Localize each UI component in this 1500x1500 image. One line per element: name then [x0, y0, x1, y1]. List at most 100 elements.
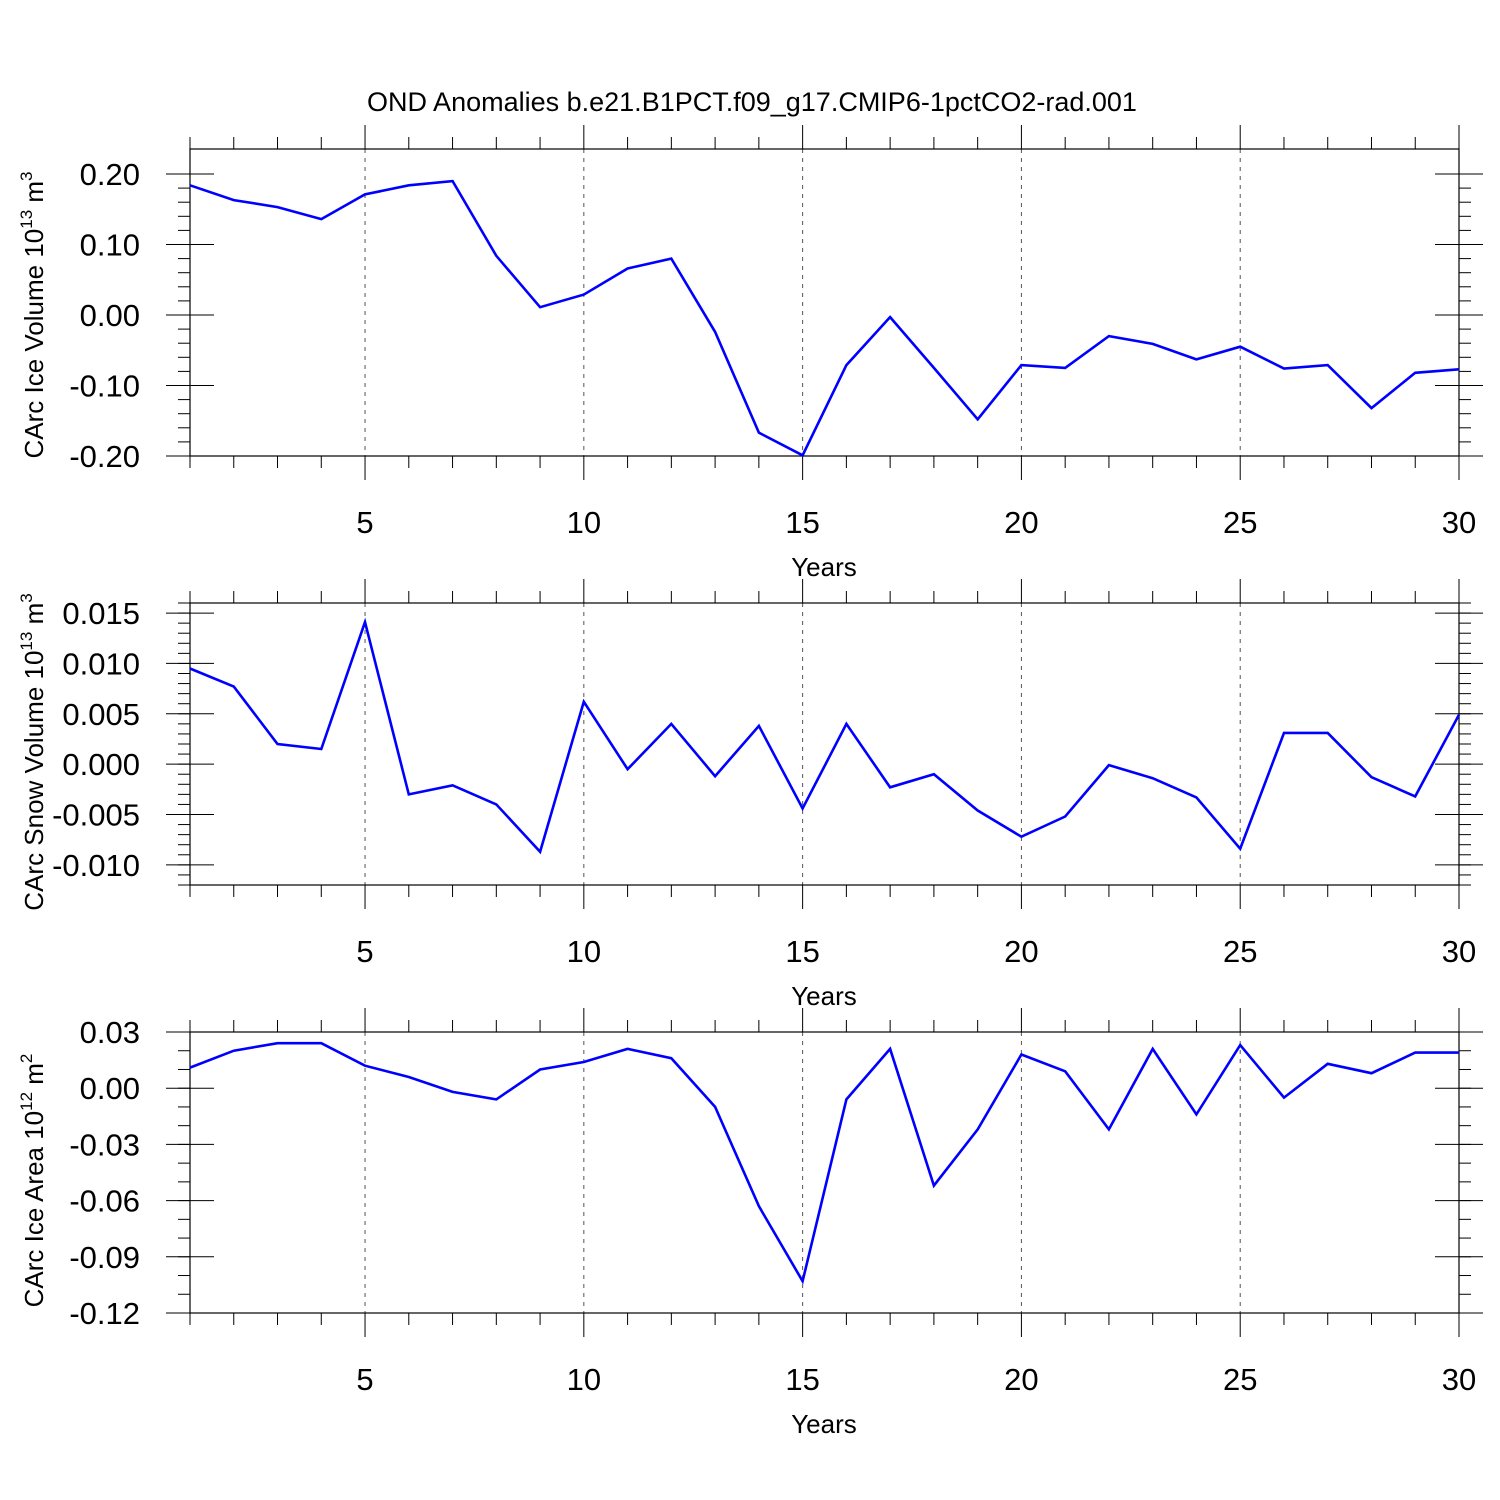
data-point: [1456, 1050, 1462, 1056]
data-point: [843, 721, 849, 727]
x-tick-label: 20: [1004, 1362, 1038, 1397]
y-tick-label: 0.00: [80, 298, 140, 333]
data-point: [668, 1055, 674, 1061]
panel-ice-volume: 5 10 15 20 25 30 Years -0.20 -0.10 0.00 0.10 0.20 CA…: [17, 125, 1483, 582]
x-axis-label: Years: [791, 552, 857, 582]
x-tick-label: 25: [1223, 505, 1257, 540]
data-point: [625, 1046, 631, 1052]
x-tick-label: 30: [1442, 1362, 1476, 1397]
y-tick-label: 0.20: [80, 157, 140, 192]
x-tick-label: 25: [1223, 934, 1257, 969]
data-point: [1325, 730, 1331, 736]
series-line: [189, 179, 1460, 458]
data-point: [1018, 1051, 1024, 1057]
data-point: [1106, 333, 1112, 339]
x-tick-label: 30: [1442, 934, 1476, 969]
data-point: [1062, 814, 1068, 820]
data-point: [537, 304, 543, 310]
data-point: [1106, 1126, 1112, 1132]
x-tick-label: 15: [785, 934, 819, 969]
y-axis-label: CArc Snow Volume 1013 m3: [17, 593, 49, 910]
data-point: [1193, 356, 1199, 362]
y-axis-label: CArc Ice Volume 1013 m3: [17, 171, 49, 458]
x-tick-label: 10: [567, 1362, 601, 1397]
data-point: [1193, 794, 1199, 800]
data-point: [406, 1074, 412, 1080]
y-tick-label: 0.005: [62, 697, 140, 732]
y-tick-label: -0.20: [69, 439, 140, 474]
y-axis-label-superscript: 2: [17, 1054, 36, 1063]
data-point: [1281, 366, 1287, 372]
data-point: [1456, 712, 1462, 718]
data-point: [1325, 1061, 1331, 1067]
y-axis-label-text: m: [19, 181, 49, 210]
y-axis-label: CArc Ice Area 1012 m2: [17, 1054, 49, 1308]
data-point: [231, 1048, 237, 1054]
y-axis-label-text: CArc Ice Area 10: [19, 1111, 49, 1308]
data-point: [362, 1063, 368, 1069]
data-point: [668, 256, 674, 262]
data-point: [712, 773, 718, 779]
data-point: [843, 1096, 849, 1102]
data-point: [625, 766, 631, 772]
data-point: [1412, 370, 1418, 376]
y-tick-label: -0.12: [69, 1296, 140, 1331]
data-point: [1368, 774, 1374, 780]
chart-title: OND Anomalies b.e21.B1PCT.f09_g17.CMIP6-…: [367, 87, 1137, 117]
data-point: [537, 849, 543, 855]
y-tick-label: 0.010: [62, 646, 140, 681]
data-point: [1325, 362, 1331, 368]
data-point: [493, 801, 499, 807]
x-tick-label: 10: [567, 505, 601, 540]
data-point: [800, 805, 806, 811]
y-axis-label-superscript: 13: [17, 210, 36, 229]
data-point: [275, 204, 281, 210]
data-point: [318, 216, 324, 222]
data-point: [187, 1065, 193, 1071]
y-axis-label-superscript: 3: [17, 171, 36, 180]
data-point: [1237, 344, 1243, 350]
y-axis-label-superscript: 12: [17, 1092, 36, 1111]
data-point: [1062, 365, 1068, 371]
data-point: [537, 1066, 543, 1072]
data-point: [1106, 762, 1112, 768]
data-point: [1281, 730, 1287, 736]
x-axis-label: Years: [791, 981, 857, 1011]
data-point: [712, 329, 718, 335]
data-point: [187, 182, 193, 188]
y-axis-label-superscript: 3: [17, 593, 36, 602]
data-point: [581, 1059, 587, 1065]
data-point: [581, 699, 587, 705]
y-tick-label: -0.10: [69, 369, 140, 404]
x-tick-label: 20: [1004, 505, 1038, 540]
panel-snow-volume: 5 10 15 20 25 30 Years -0.010 -0.005 0.000 0.005 0.…: [17, 579, 1483, 1011]
data-point: [187, 665, 193, 671]
data-point: [975, 1126, 981, 1132]
x-tick-label: 15: [785, 1362, 819, 1397]
data-point: [1062, 1068, 1068, 1074]
data-point: [712, 1104, 718, 1110]
data-point: [800, 452, 806, 458]
y-tick-label: 0.00: [80, 1071, 140, 1106]
data-point: [1281, 1095, 1287, 1101]
data-point: [318, 746, 324, 752]
x-tick-label: 30: [1442, 505, 1476, 540]
x-tick-label: 20: [1004, 934, 1038, 969]
data-point: [275, 741, 281, 747]
data-point: [931, 771, 937, 777]
data-point: [493, 253, 499, 259]
data-point: [406, 182, 412, 188]
y-axis-label-text: CArc Snow Volume 10: [19, 651, 49, 911]
y-tick-label: 0.000: [62, 747, 140, 782]
data-point: [1368, 1070, 1374, 1076]
x-tick-label: 15: [785, 505, 819, 540]
data-point: [581, 292, 587, 298]
data-point: [931, 1183, 937, 1189]
data-point: [843, 362, 849, 368]
plot-frame: [189, 602, 1460, 886]
y-tick-label: -0.010: [52, 848, 140, 883]
plot-frame: [189, 1031, 1460, 1314]
data-point: [1412, 1050, 1418, 1056]
x-tick-label: 10: [567, 934, 601, 969]
